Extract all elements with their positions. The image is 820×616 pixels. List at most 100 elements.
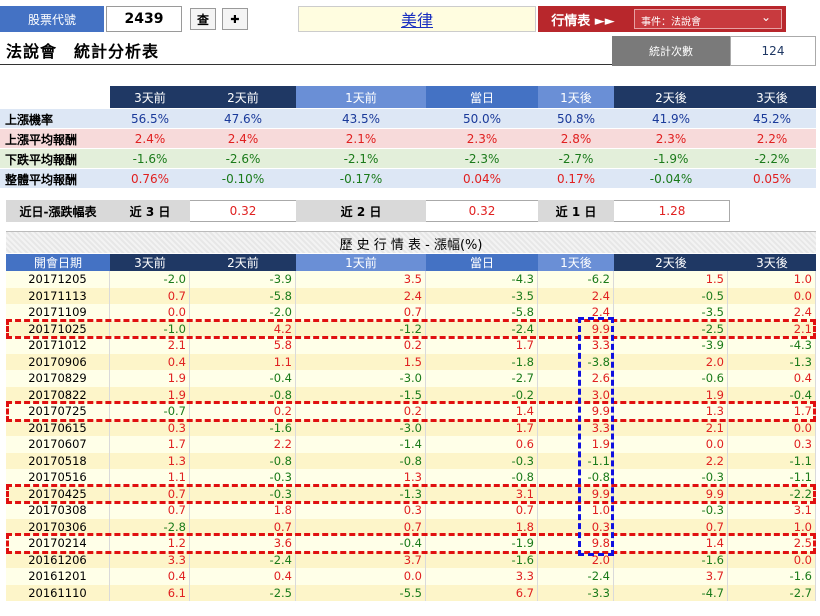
history-value-cell: 0.2 (190, 403, 296, 420)
history-value-cell: 1.9 (614, 386, 728, 403)
history-value-cell: 0.0 (110, 304, 190, 321)
history-value-cell: 1.4 (614, 535, 728, 552)
history-value-cell: -1.8 (426, 353, 538, 370)
event-select[interactable]: 事件：法說會 ⌄ (634, 9, 782, 29)
history-value-cell: -2.4 (426, 320, 538, 337)
count-label: 統計次數 (612, 36, 730, 66)
title-underline (0, 64, 612, 65)
history-value-cell: 2.2 (190, 436, 296, 453)
history-value-cell: 4.2 (190, 320, 296, 337)
table-row: 20171113 0.7 -5.8 2.4 -3.5 2.4 -0.5 0.0 (6, 287, 816, 304)
history-header-7: 3天後 (728, 254, 816, 271)
history-value-cell: -0.8 (190, 452, 296, 469)
history-value-cell: 2.5 (728, 535, 816, 552)
history-date-cell: 20170607 (6, 436, 110, 453)
stats-cell: 0.17% (556, 172, 596, 186)
history-value-cell: 1.1 (110, 469, 190, 486)
stats-cell: 56.5% (130, 112, 170, 126)
history-value-cell: 2.4 (538, 287, 614, 304)
history-value-cell: 2.6 (538, 370, 614, 387)
history-value-cell: -0.3 (190, 485, 296, 502)
table-row: 20171012 2.1 5.8 0.2 1.7 3.3 -3.9 -4.3 (6, 337, 816, 354)
stats-row-label: 下跌平均報酬 (5, 152, 78, 167)
history-value-cell: 0.0 (296, 568, 426, 585)
history-value-cell: 1.8 (190, 502, 296, 519)
stats-header-3: 當日 (426, 86, 538, 108)
history-value-cell: 2.4 (296, 287, 426, 304)
stats-row (0, 149, 816, 169)
history-value-cell: 2.1 (614, 419, 728, 436)
history-value-cell: 9.9 (538, 485, 614, 502)
table-row: 20171109 0.0 -2.0 0.7 -5.8 2.4 -3.5 2.4 (6, 304, 816, 321)
history-value-cell: 0.3 (538, 518, 614, 535)
history-date-cell: 20170725 (6, 403, 110, 420)
event-select-value: 事件：法說會 (641, 17, 701, 28)
history-value-cell: 2.4 (728, 304, 816, 321)
history-value-cell: -0.4 (190, 370, 296, 387)
add-button[interactable]: ✚ (222, 8, 248, 30)
history-value-cell: -3.5 (426, 287, 538, 304)
history-value-cell: -1.6 (190, 419, 296, 436)
history-value-cell: 1.5 (614, 271, 728, 288)
history-value-cell: 9.8 (538, 535, 614, 552)
history-value-cell: 2.0 (614, 353, 728, 370)
history-value-cell: 0.0 (728, 287, 816, 304)
history-value-cell: 2.0 (538, 551, 614, 568)
history-value-cell: 3.6 (190, 535, 296, 552)
history-value-cell: -4.3 (426, 271, 538, 288)
quote-table-button[interactable]: 行情表 ►► (538, 6, 628, 32)
stats-row-label: 上漲機率 (5, 112, 54, 127)
history-value-cell: 2.4 (538, 304, 614, 321)
history-value-cell: 0.4 (728, 370, 816, 387)
history-value-cell: 0.0 (728, 551, 816, 568)
stats-cell: 2.1% (345, 132, 377, 146)
history-value-cell: 1.3 (296, 469, 426, 486)
history-value-cell: 1.0 (538, 502, 614, 519)
history-value-cell: 0.2 (296, 337, 426, 354)
history-value-cell: -3.0 (296, 419, 426, 436)
history-value-cell: 0.3 (728, 436, 816, 453)
history-value-cell: -1.6 (728, 568, 816, 585)
table-row: 20170306 -2.8 0.7 0.7 1.8 0.3 0.7 1.0 (6, 518, 816, 535)
history-date-cell: 20170518 (6, 452, 110, 469)
stats-cell: -2.3% (464, 152, 500, 166)
history-value-cell: 3.5 (296, 271, 426, 288)
history-value-cell: -1.5 (296, 386, 426, 403)
history-date-cell: 20170214 (6, 535, 110, 552)
history-value-cell: -2.4 (190, 551, 296, 568)
stats-cell: -1.9% (653, 152, 689, 166)
stats-cell: 45.2% (752, 112, 792, 126)
history-value-cell: -0.3 (426, 452, 538, 469)
history-value-cell: 3.3 (538, 419, 614, 436)
stock-name-link[interactable]: 美律 (298, 6, 536, 32)
history-value-cell: 5.8 (190, 337, 296, 354)
history-value-cell: -0.7 (110, 403, 190, 420)
history-value-cell: -1.6 (614, 551, 728, 568)
stats-cell: 0.04% (462, 172, 502, 186)
stock-code-input[interactable]: 2439 (106, 6, 182, 32)
history-value-cell: 3.0 (538, 386, 614, 403)
history-value-cell: -5.5 (296, 584, 426, 601)
history-value-cell: 1.9 (110, 370, 190, 387)
history-value-cell: 1.0 (728, 271, 816, 288)
stats-cell: -0.17% (339, 172, 383, 186)
history-value-cell: -1.4 (296, 436, 426, 453)
stats-cell: 2.3% (655, 132, 687, 146)
history-header-row: 開會日期 3天前 2天前 1天前 當日 1天後 2天後 3天後 (6, 254, 816, 271)
recent-label: 近日-漲跌幅表 (6, 200, 110, 222)
history-value-cell: -2.7 (426, 370, 538, 387)
history-date-cell: 20170308 (6, 502, 110, 519)
stats-header-0: 3天前 (110, 86, 190, 108)
history-date-cell: 20171109 (6, 304, 110, 321)
history-value-cell: -3.5 (614, 304, 728, 321)
count-value: 124 (730, 36, 816, 66)
query-button[interactable]: 查 (190, 8, 216, 30)
history-value-cell: 1.0 (728, 518, 816, 535)
history-value-cell: 0.0 (614, 436, 728, 453)
history-value-cell: 6.1 (110, 584, 190, 601)
stats-header-6: 3天後 (728, 86, 816, 108)
stats-cell: -0.04% (649, 172, 693, 186)
history-value-cell: 2.1 (728, 320, 816, 337)
stats-row (0, 129, 816, 149)
history-header-4: 當日 (426, 254, 538, 271)
